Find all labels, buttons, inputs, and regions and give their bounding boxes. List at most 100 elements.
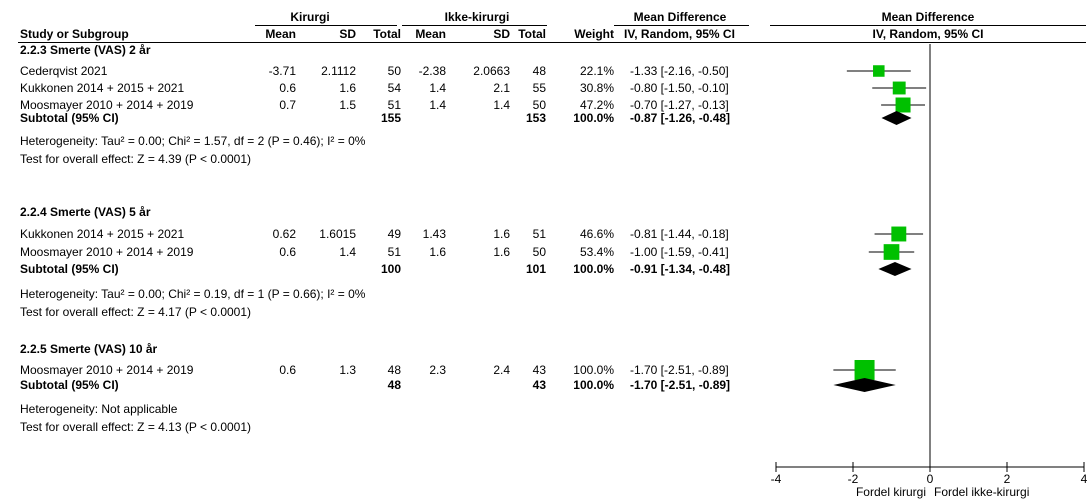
subtotal-weight: 100.0% — [573, 262, 614, 276]
mean1-col-header: Mean — [265, 27, 296, 41]
sd1-cell: 1.6015 — [319, 227, 356, 241]
subtotal-total2: 43 — [532, 378, 546, 392]
subtotal-total2: 101 — [525, 262, 546, 276]
total2-cell: 50 — [532, 98, 546, 112]
sd2-cell: 2.1 — [493, 81, 510, 95]
total1-cell: 48 — [387, 363, 401, 377]
x-tick-label: 0 — [927, 472, 934, 486]
x-tick-label: -2 — [848, 472, 859, 486]
mean2-col-header: Mean — [415, 27, 446, 41]
subtotal-label: Subtotal (95% CI) — [20, 262, 119, 276]
overall-effect-text: Test for overall effect: Z = 4.17 (P < 0… — [20, 305, 252, 319]
total1-col-header: Total — [373, 27, 401, 41]
study-name: Moosmayer 2010 + 2014 + 2019 — [20, 98, 194, 112]
subtotal-ci: -0.91 [-1.34, -0.48] — [630, 262, 731, 276]
subtotal-total1: 48 — [387, 378, 401, 392]
subgroup-title: 2.2.3 Smerte (VAS) 2 år — [20, 43, 151, 57]
study-name: Moosmayer 2010 + 2014 + 2019 — [20, 245, 194, 259]
mean1-cell: 0.7 — [279, 98, 296, 112]
weight-cell: 53.4% — [579, 245, 614, 259]
subtotal-total2: 153 — [525, 111, 546, 125]
sd2-cell: 2.0663 — [473, 64, 510, 78]
subtotal-weight: 100.0% — [573, 378, 614, 392]
study-square — [891, 226, 907, 242]
subtotal-label: Subtotal (95% CI) — [20, 378, 119, 392]
total1-cell: 51 — [387, 245, 401, 259]
study-square — [883, 244, 900, 260]
subtotal-total1: 100 — [380, 262, 401, 276]
mean2-cell: -2.38 — [418, 64, 446, 78]
weight-cell: 30.8% — [579, 81, 614, 95]
header-rule — [18, 42, 1086, 43]
total2-cell: 55 — [532, 81, 546, 95]
plot-header: Mean Difference — [881, 10, 975, 24]
heterogeneity-text: Heterogeneity: Tau² = 0.00; Chi² = 1.57,… — [20, 134, 366, 148]
sd1-cell: 2.1112 — [321, 64, 356, 78]
total2-col-header: Total — [518, 27, 546, 41]
x-tick-label: 4 — [1081, 472, 1088, 486]
sd1-cell: 1.5 — [339, 98, 356, 112]
mean2-cell: 1.4 — [429, 81, 446, 95]
total1-cell: 54 — [387, 81, 401, 95]
subtotal-ci: -1.70 [-2.51, -0.89] — [630, 378, 731, 392]
sd1-cell: 1.3 — [339, 363, 356, 377]
mean1-cell: 0.62 — [272, 227, 296, 241]
study-square — [895, 97, 911, 113]
study-square — [892, 81, 906, 95]
weight-cell: 100.0% — [573, 363, 614, 377]
mean1-cell: 0.6 — [279, 363, 296, 377]
group1-underline — [255, 25, 397, 26]
study-col-header: Study or Subgroup — [20, 27, 129, 41]
study-name: Kukkonen 2014 + 2015 + 2021 — [20, 227, 185, 241]
sd2-cell: 1.6 — [493, 245, 510, 259]
group1-header: Kirurgi — [290, 10, 330, 24]
subgroup-title: 2.2.4 Smerte (VAS) 5 år — [20, 205, 151, 219]
subtotal-diamond — [878, 262, 912, 276]
total2-cell: 51 — [532, 227, 546, 241]
study-name: Cederqvist 2021 — [20, 64, 108, 78]
sd2-col-header: SD — [493, 27, 510, 41]
sd1-cell: 1.4 — [339, 245, 356, 259]
total1-cell: 50 — [387, 64, 401, 78]
heterogeneity-text: Heterogeneity: Tau² = 0.00; Chi² = 0.19,… — [20, 287, 366, 301]
xlabel-right: Fordel ikke-kirurgi — [934, 485, 1029, 499]
study-square — [854, 360, 875, 380]
xlabel-left: Fordel kirurgi — [856, 485, 926, 499]
ci-cell: -0.70 [-1.27, -0.13] — [630, 98, 729, 112]
weight-cell: 22.1% — [579, 64, 614, 78]
mean1-cell: -3.71 — [268, 64, 296, 78]
weight-cell: 46.6% — [579, 227, 614, 241]
subgroup-title: 2.2.5 Smerte (VAS) 10 år — [20, 342, 158, 356]
weight-cell: 47.2% — [579, 98, 614, 112]
ci-cell: -1.33 [-2.16, -0.50] — [630, 64, 729, 78]
mean1-cell: 0.6 — [279, 245, 296, 259]
subtotal-diamond — [881, 111, 912, 125]
total2-cell: 43 — [532, 363, 546, 377]
sd1-cell: 1.6 — [339, 81, 356, 95]
md-method-header: IV, Random, 95% CI — [624, 27, 735, 41]
ci-cell: -1.70 [-2.51, -0.89] — [630, 363, 729, 377]
subtotal-ci: -0.87 [-1.26, -0.48] — [630, 111, 731, 125]
study-name: Moosmayer 2010 + 2014 + 2019 — [20, 363, 194, 377]
md-header: Mean Difference — [633, 10, 727, 24]
mean2-cell: 1.43 — [422, 227, 446, 241]
ci-cell: -1.00 [-1.59, -0.41] — [630, 245, 729, 259]
sd2-cell: 1.4 — [493, 98, 510, 112]
subtotal-total1: 155 — [380, 111, 401, 125]
group2-underline — [402, 25, 547, 26]
overall-effect-text: Test for overall effect: Z = 4.39 (P < 0… — [20, 152, 252, 166]
x-tick-label: 2 — [1004, 472, 1011, 486]
total2-cell: 48 — [532, 64, 546, 78]
sd2-cell: 1.6 — [493, 227, 510, 241]
x-tick-label: -4 — [771, 472, 782, 486]
ci-cell: -0.81 [-1.44, -0.18] — [630, 227, 729, 241]
study-square — [873, 65, 885, 77]
subtotal-weight: 100.0% — [573, 111, 614, 125]
study-name: Kukkonen 2014 + 2015 + 2021 — [20, 81, 185, 95]
group2-header: Ikke-kirurgi — [444, 10, 510, 24]
ci-cell: -0.80 [-1.50, -0.10] — [630, 81, 729, 95]
mean2-cell: 1.4 — [429, 98, 446, 112]
mean2-cell: 1.6 — [429, 245, 446, 259]
weight-col-header: Weight — [574, 27, 614, 41]
